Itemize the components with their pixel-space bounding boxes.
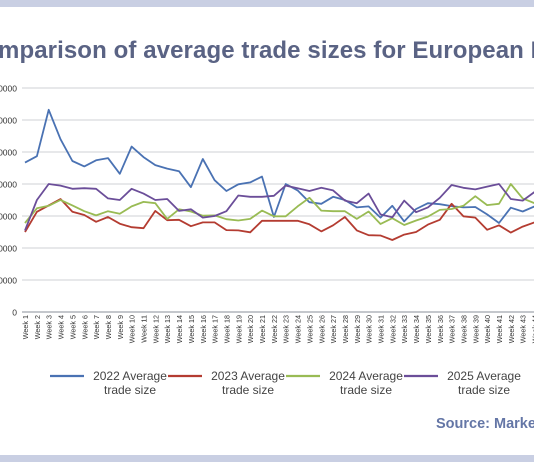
x-tick-label: Week 11 <box>140 315 149 343</box>
x-tick-label: Week 18 <box>222 315 231 343</box>
x-tick-label: Week 17 <box>211 315 220 343</box>
x-tick-label: Week 29 <box>353 315 362 343</box>
x-tick-label: Week 40 <box>483 315 492 343</box>
x-tick-label: Week 30 <box>365 315 374 343</box>
x-tick-label: Week 5 <box>68 315 77 339</box>
x-tick-label: Week 32 <box>388 315 397 343</box>
x-tick-label: Week 2 <box>33 315 42 339</box>
x-tick-label: Week 10 <box>128 315 137 343</box>
x-tick-label: Week 16 <box>199 315 208 343</box>
legend-label: 2023 Average <box>211 369 285 383</box>
x-tick-label: Week 34 <box>412 315 421 343</box>
y-tick-label: 0000 <box>0 116 17 126</box>
x-tick-label: Week 22 <box>270 315 279 343</box>
y-tick-label: 0000 <box>0 84 17 94</box>
x-tick-label: Week 42 <box>507 315 516 343</box>
x-tick-label: Week 33 <box>400 315 409 343</box>
x-tick-label: Week 19 <box>234 315 243 343</box>
x-tick-label: Week 35 <box>424 315 433 343</box>
legend-label: trade size <box>340 383 392 397</box>
x-tick-label: Week 12 <box>151 315 160 343</box>
x-tick-label: Week 15 <box>187 315 196 343</box>
series-line-4 <box>24 183 534 231</box>
x-tick-label: Week 4 <box>57 315 66 339</box>
x-tick-label: Week 23 <box>282 315 291 343</box>
legend-label: 2022 Average <box>93 369 167 383</box>
series-line-1 <box>24 108 534 224</box>
x-tick-label: Week 26 <box>317 315 326 343</box>
source-note: Source: Market <box>436 416 534 432</box>
legend-label: trade size <box>104 383 156 397</box>
y-tick-label: 0000 <box>0 148 17 158</box>
x-tick-label: Week 38 <box>459 315 468 343</box>
y-tick-label: 0000 <box>0 276 17 286</box>
x-tick-label: Week 25 <box>305 315 314 343</box>
x-tick-label: Week 27 <box>329 315 338 343</box>
x-tick-label: Week 39 <box>471 315 480 343</box>
x-tick-label: Week 41 <box>495 315 504 343</box>
x-tick-label: Week 13 <box>163 315 172 343</box>
x-tick-label: Week 20 <box>246 315 255 343</box>
y-tick-label: 0000 <box>0 212 17 222</box>
chart-card: mparison of average trade sizes for Euro… <box>0 7 534 455</box>
y-tick-label: 0000 <box>0 180 17 190</box>
legend-label: 2024 Average <box>329 369 403 383</box>
legend-label: trade size <box>458 383 510 397</box>
x-tick-label: Week 44 <box>531 315 534 343</box>
legend-label: 2025 Average <box>447 369 521 383</box>
x-tick-label: Week 36 <box>436 315 445 343</box>
x-tick-label: Week 37 <box>448 315 457 343</box>
x-tick-label: Week 6 <box>80 315 89 339</box>
x-tick-label: Week 7 <box>92 315 101 339</box>
chart-title: mparison of average trade sizes for Euro… <box>0 37 534 64</box>
x-tick-label: Week 24 <box>294 315 303 343</box>
y-tick-label: 0 <box>12 308 17 318</box>
x-tick-label: Week 43 <box>519 315 528 343</box>
series-line-3 <box>24 183 534 226</box>
x-tick-label: Week 31 <box>377 315 386 343</box>
x-tick-label: Week 28 <box>341 315 350 343</box>
x-tick-label: Week 3 <box>45 315 54 339</box>
x-tick-label: Week 1 <box>21 315 30 339</box>
x-tick-label: Week 9 <box>116 315 125 339</box>
series-line-2 <box>24 198 534 241</box>
x-tick-label: Week 8 <box>104 315 113 339</box>
x-tick-label: Week 21 <box>258 315 267 343</box>
y-tick-label: 0000 <box>0 244 17 254</box>
legend-label: trade size <box>222 383 274 397</box>
x-tick-label: Week 14 <box>175 315 184 343</box>
